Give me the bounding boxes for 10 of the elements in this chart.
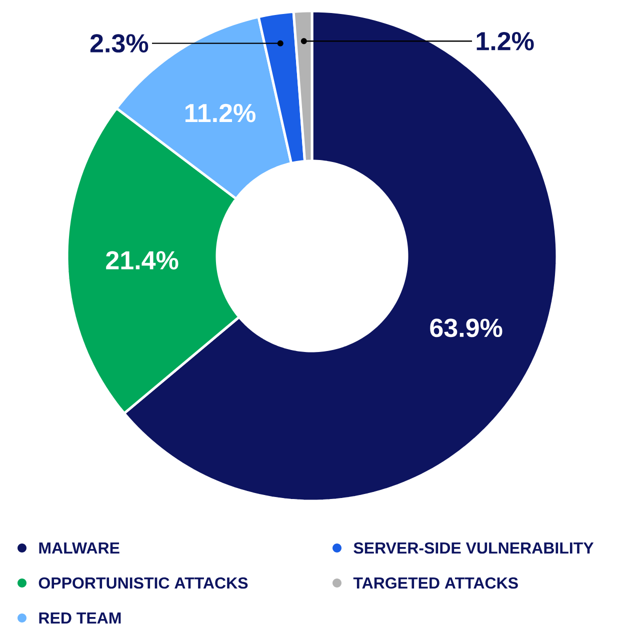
data-label: 21.4%: [106, 251, 178, 270]
legend-label: SERVER-SIDE VULNERABILITY: [354, 542, 594, 554]
data-label: 1.2%: [476, 32, 534, 50]
legend-label: TARGETED ATTACKS: [353, 577, 518, 589]
legend-label: RED TEAM: [39, 612, 121, 624]
legend-label: OPPORTUNISTIC ATTACKS: [38, 577, 248, 589]
data-label: 63.9%: [430, 318, 502, 338]
data-label: 2.3%: [90, 34, 148, 53]
legend-label: MALWARE: [39, 542, 120, 554]
data-label: 11.2%: [186, 104, 256, 122]
